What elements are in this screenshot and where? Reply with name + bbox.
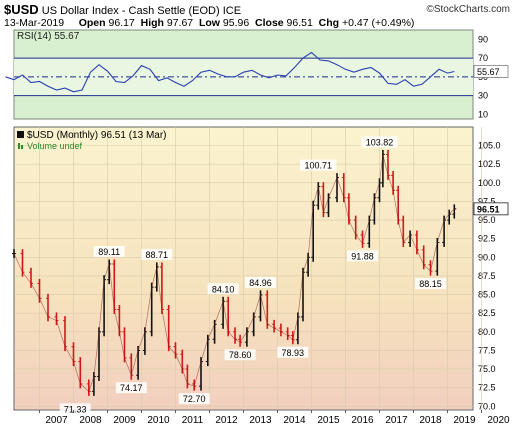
rsi-value-box xyxy=(473,65,509,78)
annotation-background xyxy=(347,250,378,262)
x-tick-label: 2016 xyxy=(351,415,374,426)
high-label: High xyxy=(140,17,164,29)
x-tick-label: 2012 xyxy=(215,415,238,426)
price-annotation-label: 72.70 xyxy=(183,394,206,404)
price-trend-line xyxy=(13,154,455,393)
annotation-background xyxy=(277,346,309,358)
price-tick-label: 102.5 xyxy=(478,159,501,169)
price-annotation-label: 78.60 xyxy=(229,350,252,360)
x-tick-label: 2020 xyxy=(487,415,510,426)
annotation-background xyxy=(93,245,125,257)
annotation-background xyxy=(361,136,398,148)
annotation-background xyxy=(207,283,239,295)
x-tick-label: 2009 xyxy=(113,415,136,426)
x-tick-label: 2019 xyxy=(453,415,476,426)
price-tick-label: 92.5 xyxy=(478,234,496,244)
last-value-box xyxy=(473,202,509,216)
rsi-legend-label: RSI(14) 55.67 xyxy=(17,31,80,42)
price-tick-label: 77.5 xyxy=(478,345,496,355)
price-tick-label: 72.5 xyxy=(478,383,496,393)
price-annotation-label: 84.10 xyxy=(212,284,235,294)
rsi-series-line xyxy=(5,51,455,93)
annotation-background xyxy=(115,382,147,394)
price-annotation-label: 74.17 xyxy=(120,383,143,393)
price-tick-label: 85.0 xyxy=(478,290,496,300)
price-annotation-label: 100.71 xyxy=(305,161,333,171)
price-tick-label: 80.0 xyxy=(478,327,496,337)
open-label: Open xyxy=(78,17,106,29)
legend-swatch-volume xyxy=(21,145,23,149)
x-tick-label: 2018 xyxy=(419,415,442,426)
price-annotation-label: 89.11 xyxy=(98,247,120,257)
rsi-tick-label: 90 xyxy=(478,34,488,44)
x-tick-label: 2011 xyxy=(182,415,204,426)
rsi-tick-label: 10 xyxy=(478,109,488,119)
legend-swatch-volume xyxy=(18,143,20,149)
annotation-background xyxy=(59,403,91,415)
price-annotation-label: 71.33 xyxy=(64,404,87,414)
price-annotation-label: 84.96 xyxy=(249,278,272,288)
x-tick-label: 2017 xyxy=(385,415,408,426)
price-annotation-label: 88.71 xyxy=(146,250,169,260)
price-tick-label: 70.0 xyxy=(478,401,496,411)
legend-swatch-price xyxy=(17,131,24,138)
annotation-background xyxy=(415,278,446,290)
price-tick-label: 100.0 xyxy=(478,178,501,188)
price-panel: 70.0 72.5 75.0 77.5 80.0 82.5 85.0 87.5 90.0 92.5… xyxy=(12,126,509,415)
open-value: 96.17 xyxy=(108,17,135,29)
price-tick-label: 87.5 xyxy=(478,271,496,281)
price-legend: $USD (Monthly) 96.51 (13 Mar)Volume unde… xyxy=(17,130,167,151)
price-tick-label: 90.0 xyxy=(478,252,496,262)
price-annotation-label: 88.15 xyxy=(419,279,442,289)
instrument-name: US Dollar Index - Cash Settle (EOD) ICE xyxy=(41,5,242,17)
close-value: 96.51 xyxy=(286,17,313,29)
rsi-tick-label: 30 xyxy=(478,91,488,101)
rsi-current-value: 55.67 xyxy=(477,67,500,77)
change-label: Chg xyxy=(318,17,340,29)
price-tick-label: 75.0 xyxy=(478,364,496,374)
annotation-background xyxy=(245,276,276,288)
high-value: 97.67 xyxy=(166,17,194,29)
close-label: Close xyxy=(255,17,284,29)
change-value: +0.47 (+0.49%) xyxy=(342,17,415,29)
annotation-background xyxy=(300,159,337,171)
x-tick-label: 2008 xyxy=(79,415,102,426)
x-tick-label: 2013 xyxy=(249,415,272,426)
x-tick-label: 2010 xyxy=(147,415,170,426)
x-tick-label: 2015 xyxy=(317,415,340,426)
rsi-tick-label: 70 xyxy=(478,53,488,63)
ticker-symbol: $USD xyxy=(4,2,39,17)
x-tick-label: 2014 xyxy=(283,415,306,426)
low-label: Low xyxy=(198,17,220,29)
price-tick-label: 95.0 xyxy=(478,215,496,225)
quote-summary: 13-Mar-2019 Open 96.17 High 97.67 Low 95… xyxy=(4,17,414,29)
x-axis: 2007 2008 2009 2010 2011 2012 2013 2014 2015 2016… xyxy=(39,410,510,426)
quote-date: 13-Mar-2019 xyxy=(4,17,65,29)
chart-header-title: $USD US Dollar Index - Cash Settle (EOD)… xyxy=(4,2,241,17)
low-value: 95.96 xyxy=(222,17,250,29)
price-annotation-label: 91.88 xyxy=(351,251,374,261)
price-tick-label: 105.0 xyxy=(478,141,501,151)
price-tick-label: 97.5 xyxy=(478,196,496,206)
legend-label-volume: Volume undef xyxy=(27,141,83,151)
price-annotation-label: 78.93 xyxy=(282,348,305,358)
price-annotation-label: 103.82 xyxy=(366,137,394,147)
annotation-background xyxy=(178,393,210,405)
price-tick-label: 82.5 xyxy=(478,308,496,318)
legend-label-price: $USD (Monthly) 96.51 (13 Mar) xyxy=(27,130,167,141)
x-tick-label: 2007 xyxy=(45,415,68,426)
annotation-background xyxy=(141,248,173,260)
last-value-label: 96.51 xyxy=(477,204,500,214)
annotation-background xyxy=(224,349,256,361)
copyright-label: ©StockCharts.com xyxy=(426,4,510,15)
